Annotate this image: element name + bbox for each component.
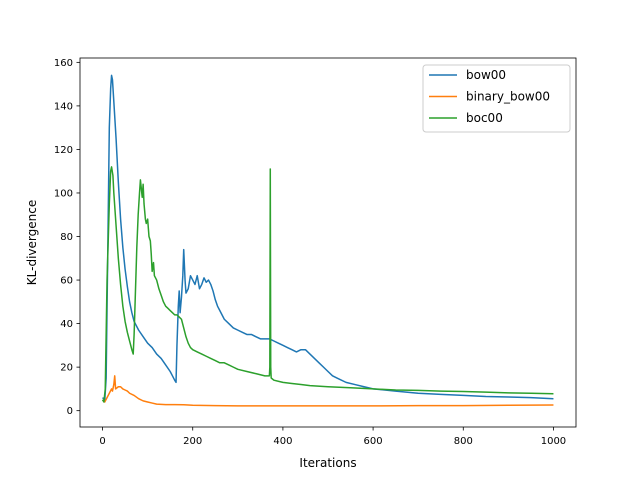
y-ticks: 0 20 40 60 80 100 120 140 160 <box>54 58 80 417</box>
y-tick-label: 140 <box>54 101 73 112</box>
legend-label-boc00: boc00 <box>466 111 503 125</box>
x-tick-label: 600 <box>364 436 383 447</box>
y-tick-label: 80 <box>60 232 73 243</box>
y-tick-label: 100 <box>54 188 73 199</box>
y-tick-label: 60 <box>60 276 73 287</box>
x-tick-label: 400 <box>273 436 292 447</box>
y-tick-label: 40 <box>60 319 73 330</box>
series-layer <box>101 74 554 407</box>
legend-label-bow00: bow00 <box>466 68 506 82</box>
y-tick-label: 0 <box>67 406 73 417</box>
y-tick-label: 160 <box>54 58 73 69</box>
series-line-boc00 <box>101 166 554 403</box>
x-tick-label: 800 <box>454 436 473 447</box>
series-line-binary_bow00 <box>102 375 554 407</box>
plot-area: 0 200 400 600 800 1000 0 20 40 60 80 100 120 140 160 <box>54 57 577 447</box>
x-tick-label: 1000 <box>541 436 566 447</box>
x-tick-label: 0 <box>99 436 105 447</box>
y-tick-label: 20 <box>60 363 73 374</box>
y-tick-label: 120 <box>54 145 73 156</box>
legend-label-binary_bow00: binary_bow00 <box>466 90 550 104</box>
series-line-bow00 <box>102 74 554 401</box>
x-tick-label: 200 <box>183 436 202 447</box>
legend: bow00 binary_bow00 boc00 <box>422 64 571 133</box>
x-ticks: 0 200 400 600 800 1000 <box>99 427 566 447</box>
x-axis-label: Iterations <box>299 456 356 470</box>
axes-frame <box>79 57 577 428</box>
y-axis-label: KL-divergence <box>25 200 39 285</box>
legend-box <box>422 64 571 133</box>
